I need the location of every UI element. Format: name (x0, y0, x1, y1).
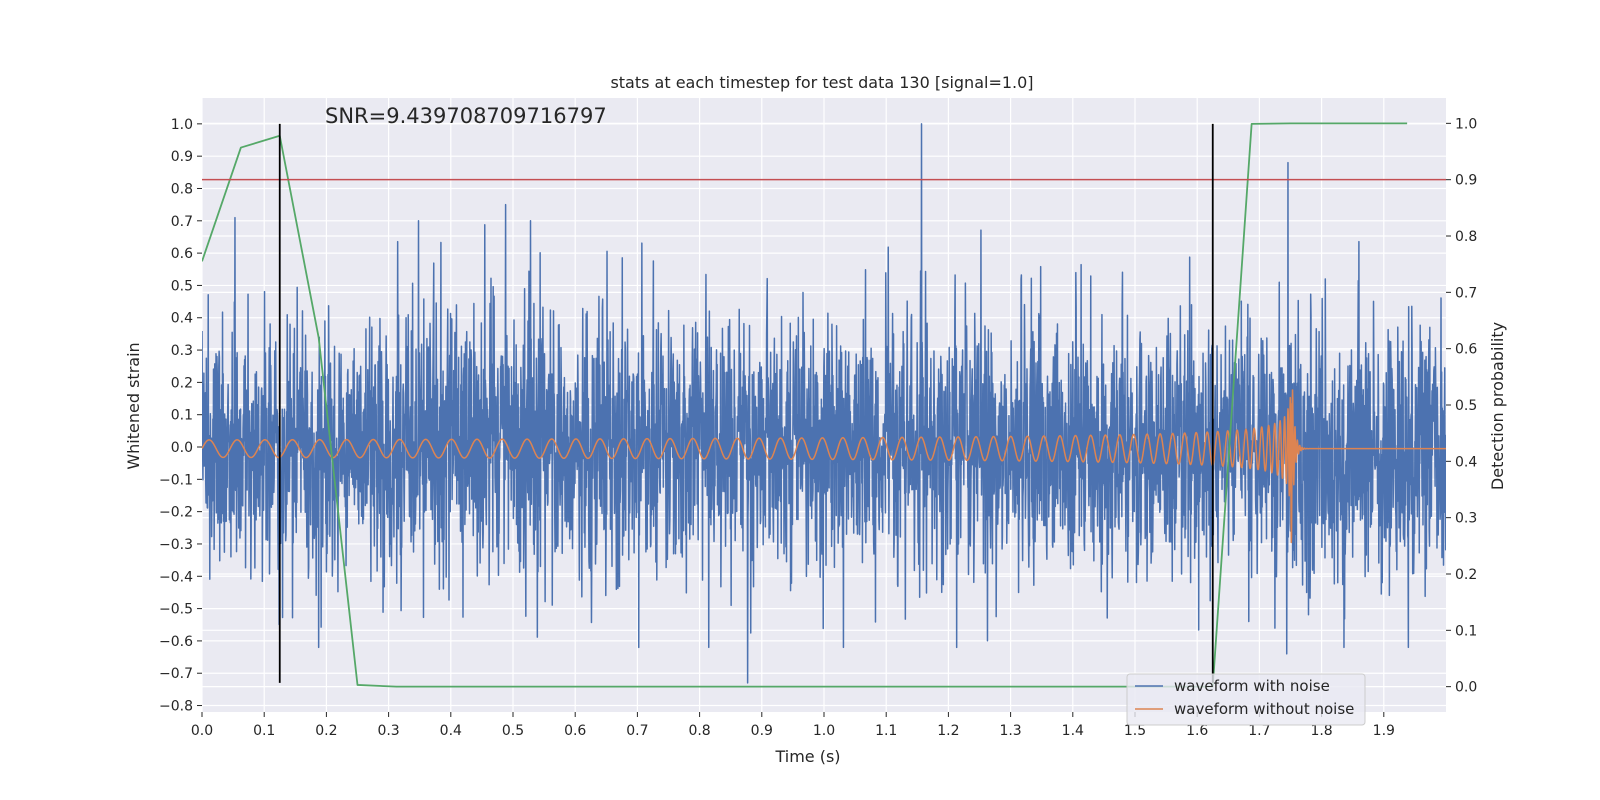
y2-axis-ticks: 1.0 0.9 0.8 0.7 0.6 0.5 0.4 0.3 0.2 0.1 0.0 (1446, 116, 1477, 696)
y2-tick-label: 0.3 (1455, 511, 1477, 527)
y-tick-label: −0.6 (159, 634, 193, 650)
x-tick-label: 1.4 (1062, 723, 1084, 739)
y2-tick-label: 0.5 (1455, 398, 1477, 414)
legend-label-clean: waveform without noise (1174, 700, 1354, 718)
y-tick-label: 0.0 (171, 440, 193, 456)
legend-box (1126, 673, 1366, 726)
y2-tick-label: 0.6 (1455, 342, 1477, 358)
x-tick-label: 0.0 (191, 723, 213, 739)
x-tick-label: 0.8 (688, 723, 710, 739)
legend-label-noise: waveform with noise (1174, 677, 1330, 695)
x-axis-label: Time (s) (774, 747, 840, 766)
y-tick-label: 0.4 (171, 311, 193, 327)
series-layer (202, 122, 1446, 688)
y2-tick-label: 0.7 (1455, 285, 1477, 301)
y-axis-label: Whitened strain (124, 342, 143, 469)
y-tick-label: −0.8 (159, 699, 193, 715)
y-tick-label: −0.1 (159, 472, 193, 488)
x-axis-ticks: 0.0 0.1 0.2 0.3 0.4 0.5 0.6 0.7 0.8 0.9 1.0 1.1 1.2 1… (191, 712, 1395, 739)
y-tick-label: −0.7 (159, 666, 193, 682)
x-tick-label: 1.1 (875, 723, 897, 739)
y2-tick-label: 0.1 (1455, 623, 1477, 639)
y-tick-label: 0.7 (171, 214, 193, 230)
y-tick-label: −0.3 (159, 537, 193, 553)
x-tick-label: 1.5 (1124, 723, 1146, 739)
y-tick-label: −0.5 (159, 602, 193, 618)
x-tick-label: 0.4 (440, 723, 462, 739)
y-tick-label: 0.6 (171, 246, 193, 262)
y-tick-label: 0.1 (171, 408, 193, 424)
y-tick-label: 1.0 (171, 117, 193, 133)
y-tick-label: 0.3 (171, 343, 193, 359)
y2-tick-label: 1.0 (1455, 116, 1477, 132)
x-tick-label: 0.2 (315, 723, 337, 739)
x-tick-label: 0.1 (253, 723, 275, 739)
series-line-noise (202, 123, 1446, 684)
y2-tick-label: 0.2 (1455, 567, 1477, 583)
x-tick-label: 1.2 (937, 723, 959, 739)
y-tick-label: −0.4 (159, 569, 193, 585)
x-tick-label: 1.8 (1310, 723, 1332, 739)
y-tick-label: 0.5 (171, 278, 193, 294)
x-tick-label: 0.5 (502, 723, 524, 739)
x-tick-label: 1.0 (813, 723, 835, 739)
snr-annotation: SNR=9.439708709716797 (325, 104, 607, 128)
legend: waveform with noise waveform without noi… (1126, 673, 1366, 726)
series-line-clean (202, 389, 1446, 544)
y-tick-label: 0.9 (171, 149, 193, 165)
x-tick-label: 1.6 (1186, 723, 1208, 739)
chart-title: stats at each timestep for test data 130… (610, 73, 1033, 92)
y-tick-label: −0.2 (159, 505, 193, 521)
x-tick-label: 1.3 (999, 723, 1021, 739)
x-tick-label: 0.6 (564, 723, 586, 739)
y2-tick-label: 0.9 (1455, 173, 1477, 189)
y2-tick-label: 0.0 (1455, 680, 1477, 696)
y2-axis-label: Detection probability (1488, 322, 1507, 490)
y2-tick-label: 0.8 (1455, 229, 1477, 245)
y-axis-ticks: 1.0 0.9 0.8 0.7 0.6 0.5 0.4 0.3 0.2 0.1 0.0 −0.1 −0.… (159, 117, 202, 715)
x-tick-label: 0.9 (751, 723, 773, 739)
y2-tick-label: 0.4 (1455, 454, 1477, 470)
y-tick-label: 0.2 (171, 375, 193, 391)
x-tick-label: 1.7 (1248, 723, 1270, 739)
y-tick-label: 0.8 (171, 181, 193, 197)
x-tick-label: 0.7 (626, 723, 648, 739)
x-tick-label: 0.3 (377, 723, 399, 739)
x-tick-label: 1.9 (1373, 723, 1395, 739)
